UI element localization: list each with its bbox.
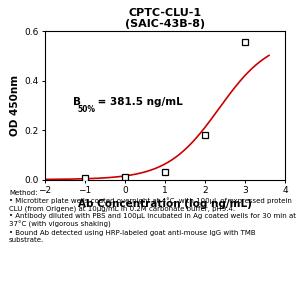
X-axis label: Ab Concentration (log ng/mL): Ab Concentration (log ng/mL) bbox=[78, 199, 252, 209]
Text: 50%: 50% bbox=[78, 105, 96, 114]
Text: B: B bbox=[73, 97, 81, 107]
Text: Method:
• Microtiter plate wells coated overnight at 4°C  with 100µL of expresse: Method: • Microtiter plate wells coated … bbox=[9, 190, 296, 243]
Text: = 381.5 ng/mL: = 381.5 ng/mL bbox=[94, 97, 182, 107]
Y-axis label: OD 450nm: OD 450nm bbox=[10, 75, 20, 136]
Title: CPTC-CLU-1
(SAIC-43B-8): CPTC-CLU-1 (SAIC-43B-8) bbox=[125, 8, 205, 29]
